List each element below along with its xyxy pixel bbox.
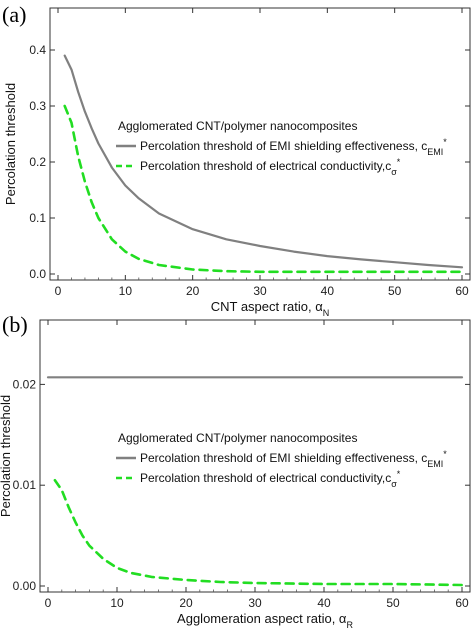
y-tick-label: 0.2 [29,155,46,169]
panel-b-label: (b) [2,312,28,337]
chart-panel-0: 0 10 20 30 40 50 60 0.0 0.1 0.2 0.3 0.4 Agglomerated… [3,7,471,318]
x-tick-label: 30 [253,284,267,298]
x-tick-label: 0 [55,284,62,298]
y-tick-label: 0.3 [29,99,46,113]
x-tick-label: 0 [45,596,52,610]
y-tick-label: 0.4 [29,43,46,57]
legend-label-1: Percolation threshold of electrical cond… [140,157,401,177]
x-tick-label: 50 [386,596,400,610]
series-line-1 [63,104,464,274]
x-tick-label: 40 [317,596,331,610]
y-axis-label: Percolation threshold [3,83,18,205]
series-line-1 [53,478,464,587]
y-tick-label: 0.01 [13,478,37,492]
x-axis-label: Agglomeration aspect ratio, αR [177,611,353,628]
y-tick-label: 0.1 [29,211,46,225]
panel-a-label: (a) [2,2,27,27]
x-tick-label: 10 [119,284,133,298]
legend-label-0: Percolation threshold of EMI shielding e… [140,449,447,469]
x-tick-label: 20 [186,284,200,298]
y-tick-label: 0.00 [13,579,37,593]
x-tick-label: 30 [248,596,262,610]
x-tick-label: 10 [110,596,124,610]
x-tick-label: 20 [179,596,193,610]
y-tick-label: 0.02 [13,377,37,391]
x-tick-label: 50 [388,284,402,298]
y-axis-label: Percolation threshold [0,395,13,517]
legend-title: Agglomerated CNT/polymer nanocomposites [118,119,357,133]
legend-title: Agglomerated CNT/polymer nanocomposites [118,431,357,445]
x-axis-label: CNT aspect ratio, αN [211,299,330,318]
x-tick-label: 60 [455,596,469,610]
series-line-0 [63,54,464,269]
x-tick-label: 60 [455,284,469,298]
x-tick-label: 40 [321,284,335,298]
legend-label-0: Percolation threshold of EMI shielding e… [140,137,447,157]
y-tick-label: 0.0 [29,267,46,281]
legend-label-1: Percolation threshold of electrical cond… [140,469,401,489]
chart-panel-1: 0 10 20 30 40 50 60 0.00 0.01 0.02 Agglomerated CN… [0,319,471,628]
